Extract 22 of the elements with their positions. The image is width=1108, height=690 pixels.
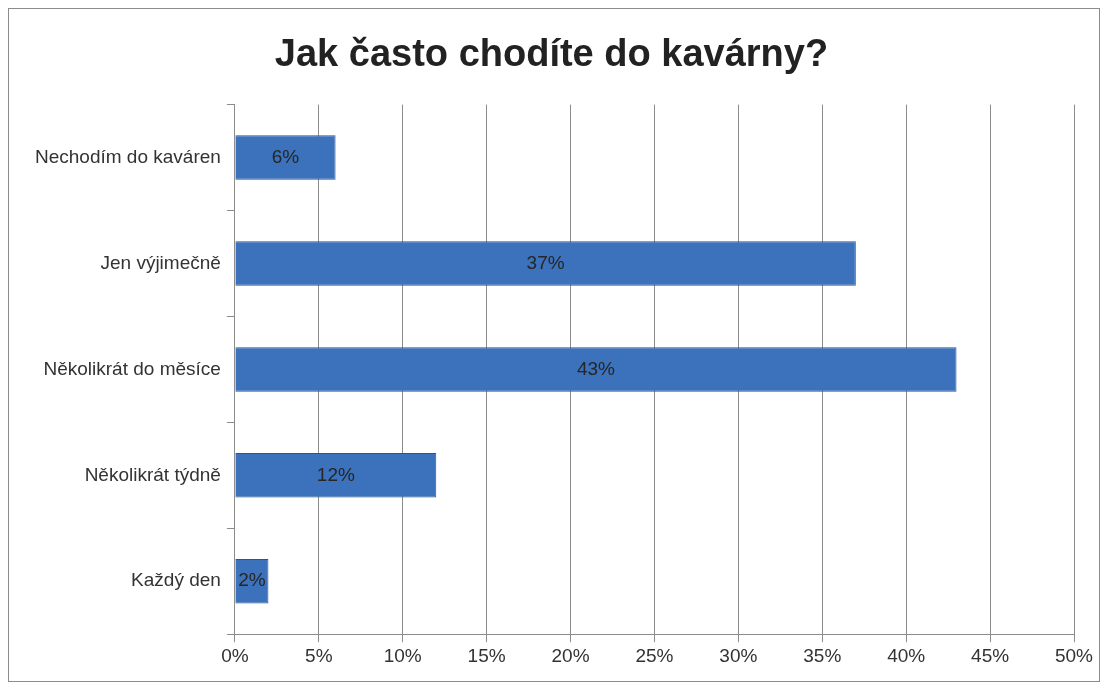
x-tick-label: 45% [971, 644, 1010, 666]
y-tick-label: Několikrát do měsíce [43, 357, 221, 379]
y-tick-label: Několikrát týdně [84, 463, 221, 485]
y-tick-label: Jen výjimečně [100, 251, 221, 273]
x-tick-label: 25% [635, 644, 674, 666]
x-tick-label: 0% [221, 644, 249, 666]
y-tick-label: Nechodím do kaváren [34, 145, 221, 167]
data-label: 43% [576, 357, 616, 379]
data-label: 2% [238, 569, 266, 591]
x-tick-label: 15% [467, 644, 506, 666]
data-label: 12% [316, 463, 355, 485]
x-tick-label: 50% [1054, 644, 1094, 666]
x-tick-label: 5% [305, 644, 333, 666]
y-tick-label: Každý den [131, 569, 221, 591]
data-label: 6% [271, 145, 300, 167]
data-label: 37% [526, 251, 565, 273]
x-tick-label: 35% [803, 644, 842, 666]
x-tick-label: 30% [719, 644, 758, 666]
chart-title: Jak často chodíte do kavárny? [274, 32, 829, 75]
x-tick-label: 20% [551, 644, 590, 666]
x-tick-label: 10% [383, 644, 422, 666]
x-tick-label: 40% [887, 644, 926, 666]
